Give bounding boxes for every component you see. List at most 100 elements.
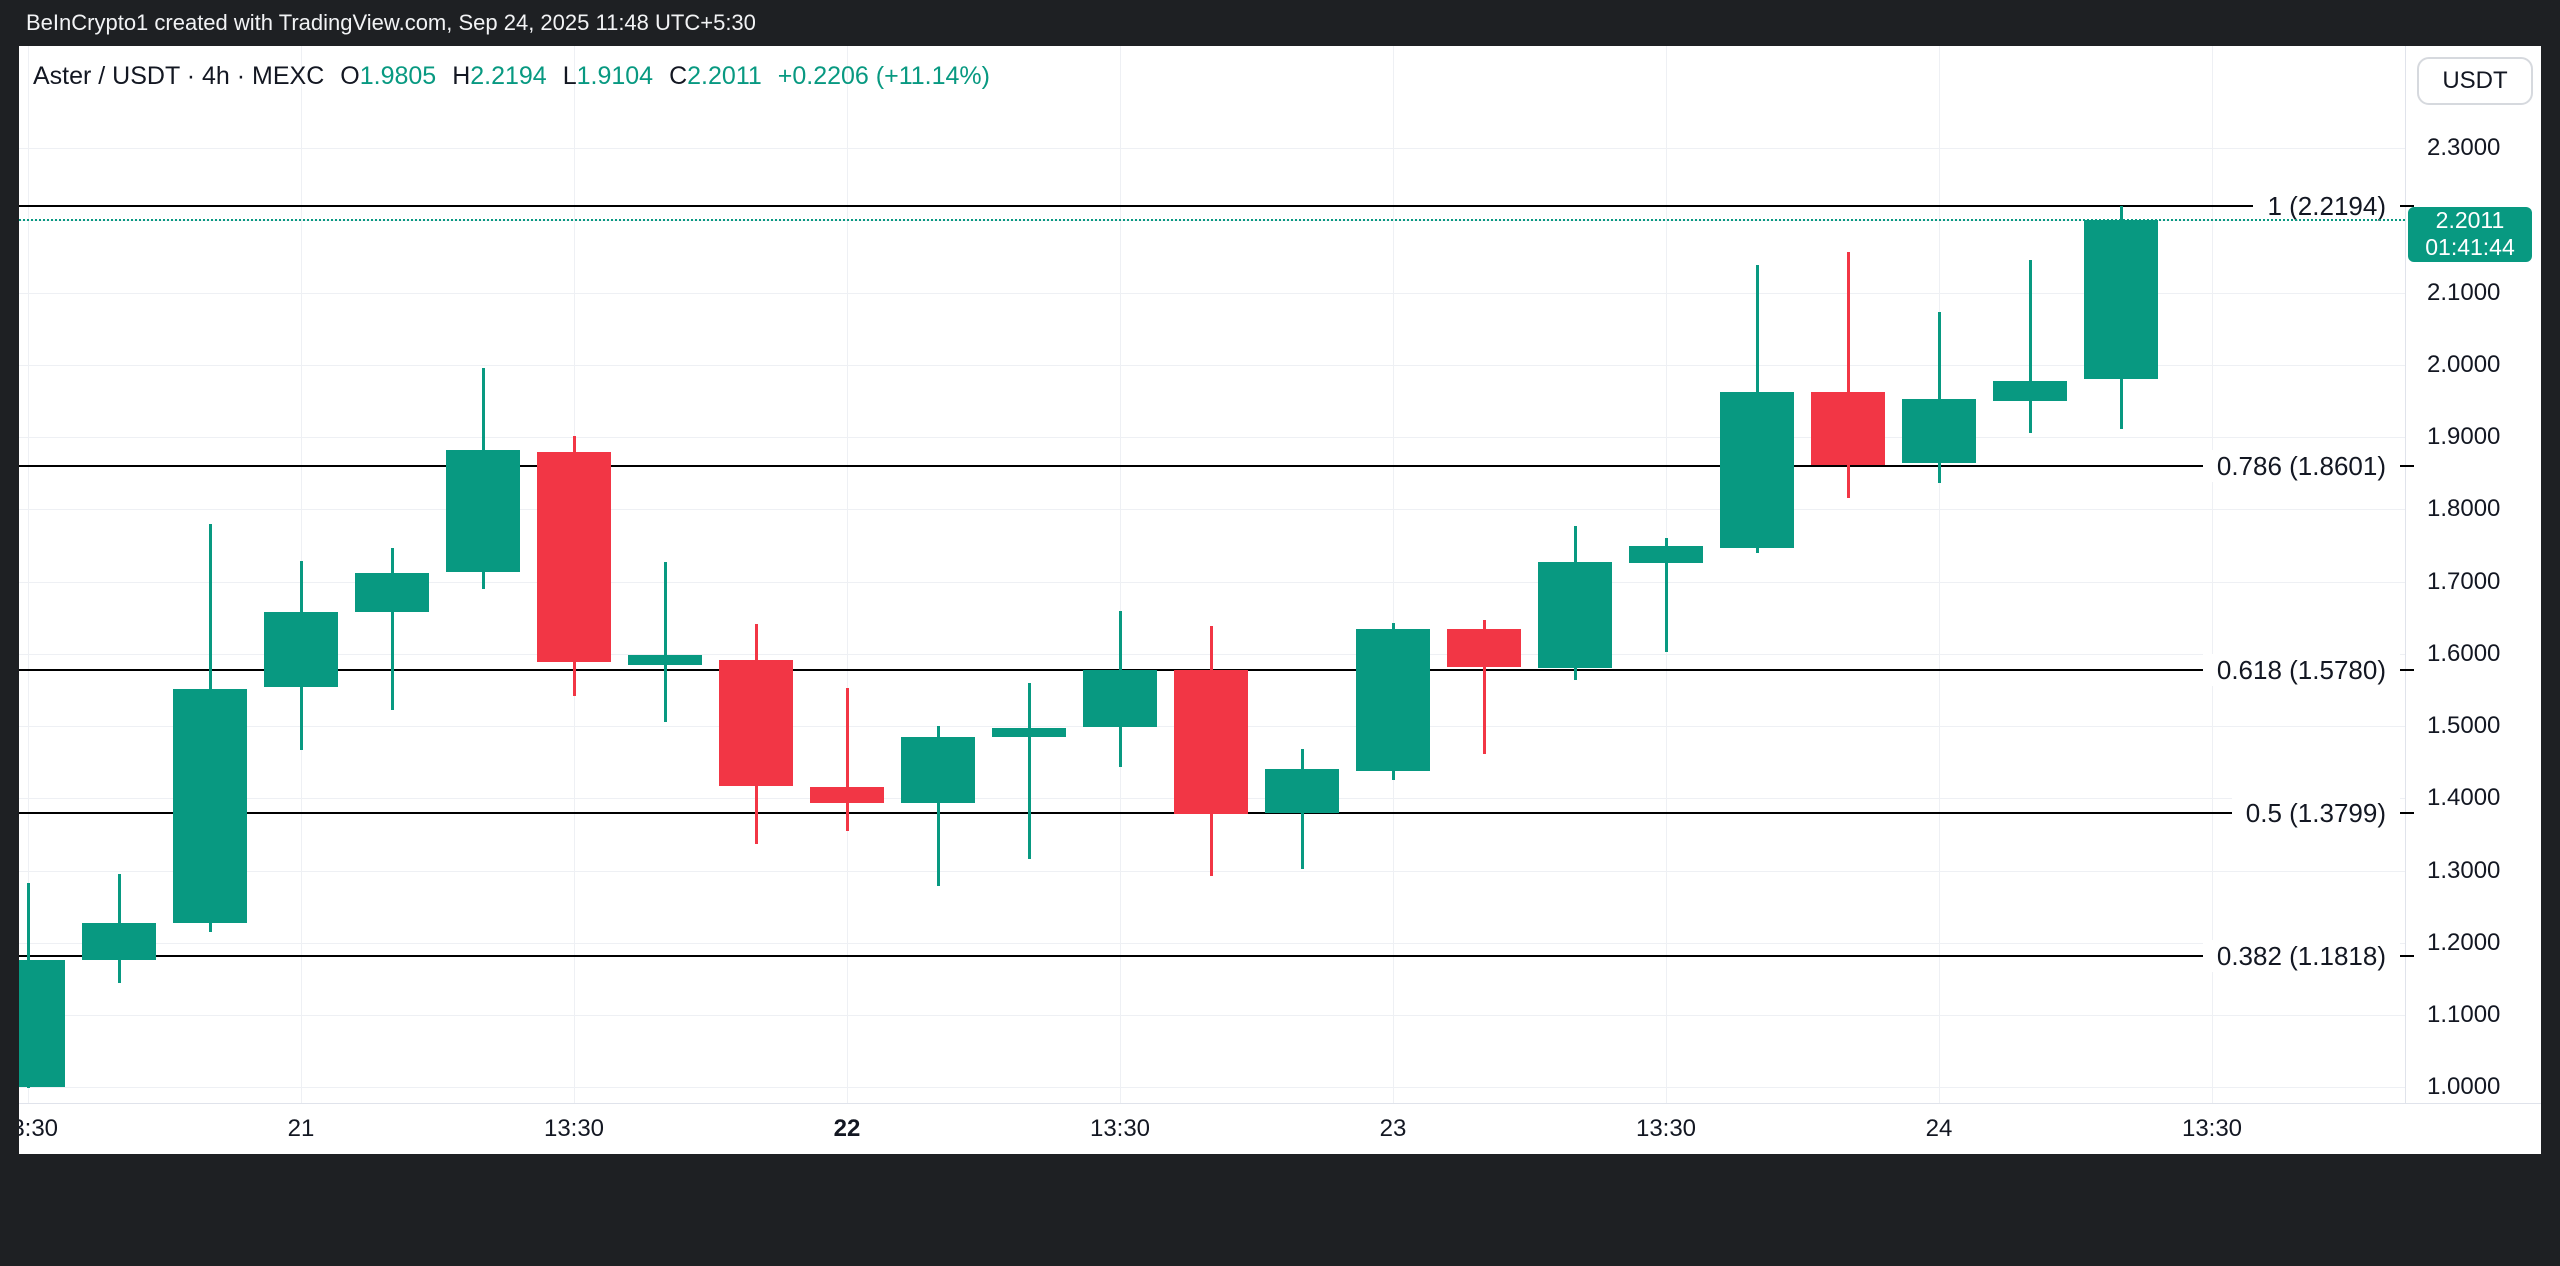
time-tick-label: 22: [833, 1115, 861, 1142]
price-tick-label: 1.7000: [2427, 567, 2501, 595]
candle-body-down: [1174, 669, 1248, 815]
candle-body-up: [82, 923, 156, 960]
price-tick-label: 2.0000: [2427, 350, 2501, 378]
symbol-legend: Aster / USDT · 4h · MEXC O 1.9805 H 2.2194…: [33, 62, 990, 91]
high-label: H: [452, 62, 471, 90]
price-tick-label: 1.9000: [2427, 423, 2501, 450]
price-tick-label: 1.0000: [2427, 1073, 2501, 1101]
high-value: 2.2194: [470, 62, 547, 90]
candle-body-up: [173, 689, 247, 923]
currency-button-label: USDT: [2442, 67, 2508, 94]
candle-wick-up: [937, 726, 940, 887]
fib-level-line: [19, 954, 2414, 957]
vertical-gridline: [28, 46, 29, 1103]
price-tick-label: 2.1000: [2427, 278, 2501, 306]
fib-level-label: 0.786 (1.8601): [2202, 449, 2400, 482]
price-tick-label: 1.8000: [2427, 495, 2501, 523]
candle-body-up: [19, 960, 65, 1088]
candle-wick-up: [2029, 260, 2032, 433]
time-tick-label: 13:30: [1635, 1115, 1697, 1142]
horizontal-gridline: [19, 292, 2405, 294]
last-price-value: 2.2011: [2435, 207, 2505, 233]
attribution-text: BeInCrypto1 created with TradingView.com…: [26, 10, 756, 35]
horizontal-gridline: [19, 1087, 2405, 1089]
price-tick-label: 1.2000: [2427, 928, 2501, 956]
candle-wick-up: [1938, 312, 1941, 484]
open-label: O: [340, 62, 360, 90]
time-tick-label: 13:30: [543, 1115, 605, 1142]
price-tick-label: 1.1000: [2427, 1001, 2501, 1028]
candle-body-up: [992, 727, 1066, 737]
fib-level-line: [19, 464, 2414, 467]
price-tick-label: 1.6000: [2427, 639, 2501, 667]
vertical-gridline: [1120, 46, 1121, 1103]
horizontal-gridline: [19, 364, 2405, 366]
horizontal-gridline: [19, 942, 2405, 944]
candle-wick-up: [391, 548, 394, 711]
horizontal-gridline: [19, 509, 2405, 511]
candle-wick-down: [1847, 252, 1850, 499]
horizontal-gridline: [19, 148, 2405, 149]
vertical-gridline: [2212, 46, 2213, 1103]
time-tick-label: 13:30: [2181, 1115, 2243, 1142]
top-bar: BeInCrypto1 created with TradingView.com…: [0, 0, 2560, 46]
time-tick-label: 13:30: [1089, 1115, 1151, 1142]
candle-body-up: [1356, 629, 1430, 772]
change-value: +0.2206 (+11.14%): [777, 62, 990, 90]
candle-body-up: [355, 572, 429, 612]
currency-button[interactable]: USDT: [2417, 57, 2533, 105]
horizontal-gridline: [19, 581, 2405, 583]
price-tick-label: 1.5000: [2427, 712, 2501, 739]
bar-countdown: 01:41:44: [2425, 234, 2515, 260]
bottom-bar: TradingView: [0, 1154, 2560, 1266]
candle-body-up: [901, 736, 975, 804]
horizontal-gridline: [19, 1015, 2405, 1016]
candle-body-up: [1265, 769, 1339, 814]
candle-body-down: [810, 787, 884, 804]
low-label: L: [562, 62, 577, 90]
candle-body-up: [2084, 219, 2158, 379]
candle-wick-up: [664, 562, 667, 723]
horizontal-gridline: [19, 220, 2405, 222]
open-value: 1.9805: [359, 62, 437, 90]
current-price-dotted-line: [19, 218, 2405, 221]
candle-body-down: [1447, 629, 1521, 668]
last-price-badge: 2.2011 01:41:44: [2408, 206, 2532, 262]
fib-level-label: 0.5 (1.3799): [2231, 796, 2400, 829]
candle-body-up: [1538, 562, 1612, 668]
price-tick-label: 1.3000: [2427, 856, 2501, 884]
fib-level-label: 1 (2.2194): [2253, 190, 2400, 223]
candle-body-down: [1811, 391, 1885, 466]
close-value: 2.2011: [687, 62, 762, 90]
candle-body-down: [719, 660, 793, 786]
candle-body-down: [537, 452, 611, 663]
candle-body-up: [1993, 381, 2067, 401]
time-tick-label: 24: [1925, 1115, 1953, 1142]
fib-level-label: 0.618 (1.5780): [2202, 653, 2400, 686]
candle-body-up: [1902, 399, 1976, 463]
fib-level-line: [19, 205, 2414, 208]
chart-panel[interactable]: 1 (2.2194) 0.786 (1.8601) 0.618 (1.5780) 0.…: [19, 46, 2541, 1154]
vertical-gridline: [1939, 46, 1940, 1103]
horizontal-gridline: [19, 437, 2405, 438]
low-value: 1.9104: [576, 62, 654, 90]
candle-body-up: [446, 450, 520, 573]
price-tick-label: 2.3000: [2427, 134, 2501, 161]
candle-body-up: [628, 655, 702, 665]
vertical-gridline: [847, 46, 848, 1103]
candle-body-up: [1720, 392, 1794, 549]
price-tick-label: 1.4000: [2427, 784, 2501, 812]
candle-wick-down: [846, 687, 849, 831]
time-tick-label: 23: [1379, 1115, 1407, 1142]
fib-level-label: 0.382 (1.1818): [2202, 939, 2400, 972]
candle-body-up: [1629, 546, 1703, 563]
price-axis-separator: [2405, 46, 2406, 1103]
time-tick-label: 13:30: [19, 1115, 59, 1142]
vertical-gridline: [1393, 46, 1394, 1103]
candle-wick-down: [1483, 619, 1486, 755]
candle-wick-up: [1665, 538, 1668, 652]
candle-body-up: [1083, 669, 1157, 728]
close-label: C: [669, 62, 688, 90]
symbol-title: Aster / USDT · 4h · MEXC: [33, 62, 325, 90]
